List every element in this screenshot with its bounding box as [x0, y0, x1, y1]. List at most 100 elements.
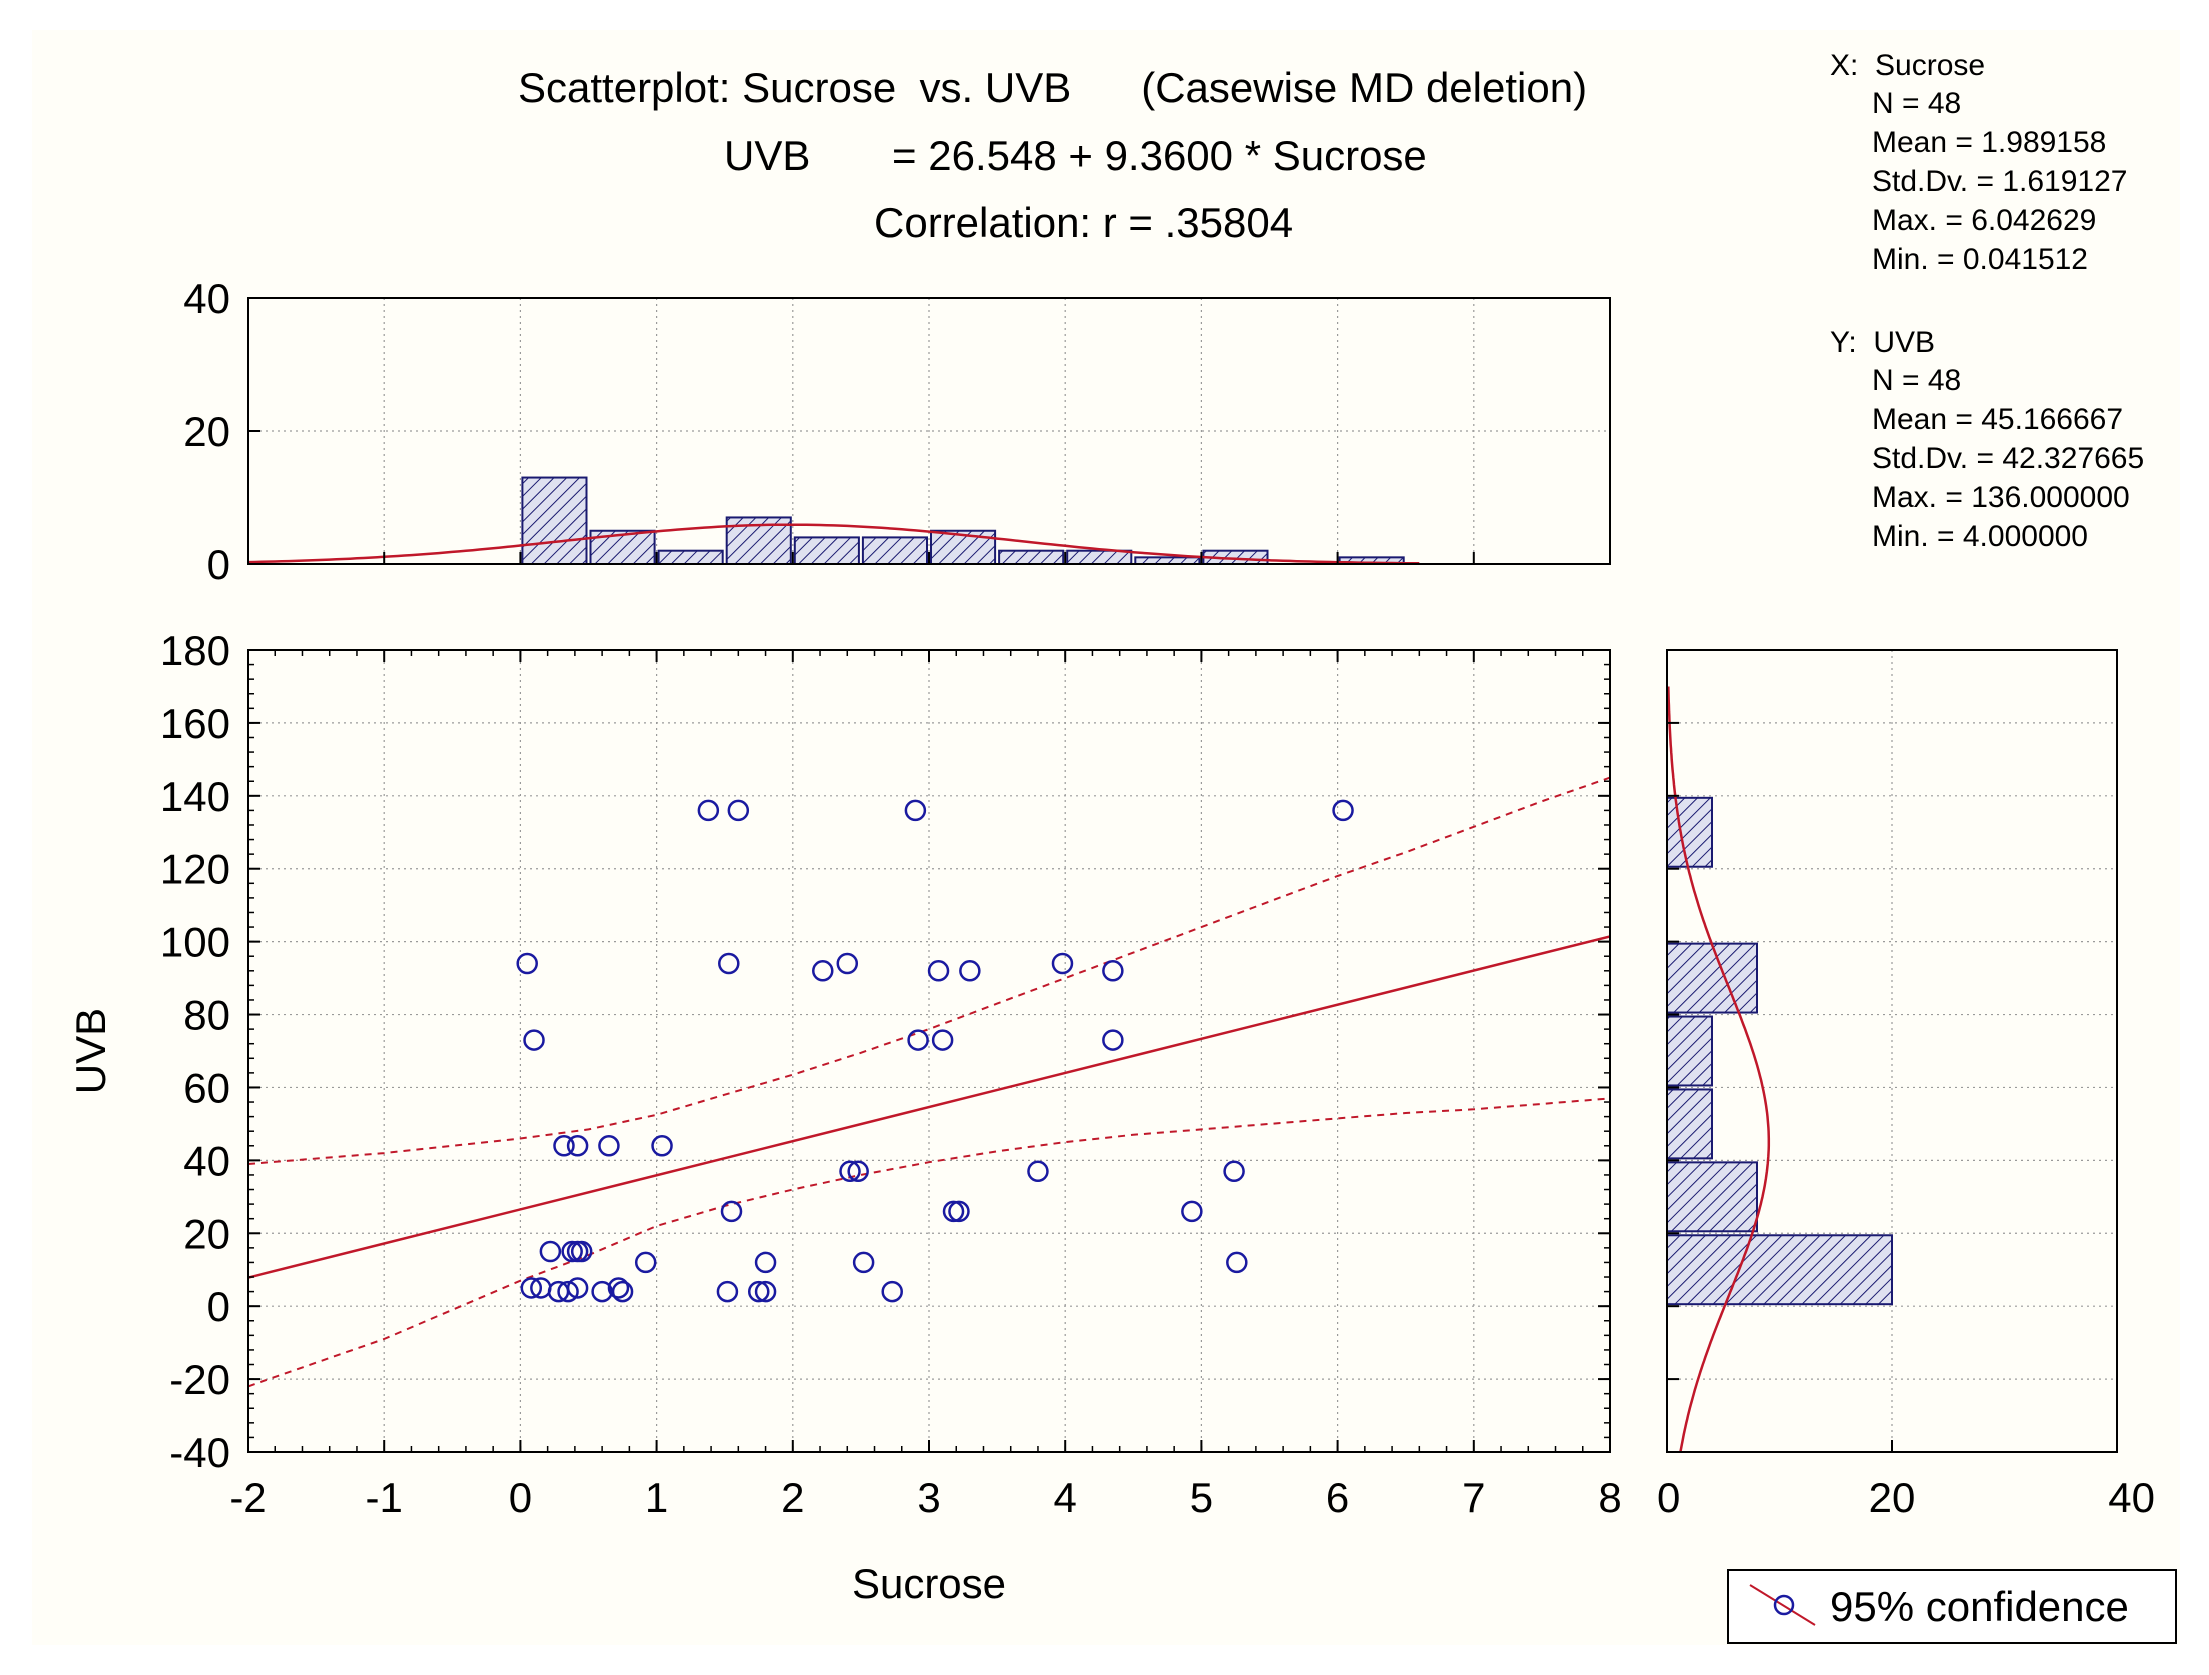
- right-normal-curve: [1667, 686, 1771, 1452]
- right-x-tick-label: 40: [2108, 1474, 2155, 1521]
- data-point: [881, 1280, 903, 1303]
- data-point: [904, 799, 927, 822]
- y-stats-header: Y: UVB: [1830, 326, 1935, 359]
- y-tick-label: 80: [183, 992, 230, 1039]
- correlation-label: Correlation: r = .35804: [874, 199, 1293, 246]
- top-histogram: 0 20 40: [183, 275, 1611, 588]
- figure-background: [32, 30, 2180, 1645]
- x-stat-line: Mean = 1.989158: [1872, 126, 2106, 159]
- x-tick-label: 2: [781, 1474, 804, 1521]
- y-stats: N = 48 Mean = 45.166667 Std.Dv. = 42.32766…: [1872, 364, 2144, 553]
- y-tick-label: 120: [160, 846, 230, 893]
- right-x-tick-label: 0: [1657, 1474, 1680, 1521]
- data-point: [570, 1240, 593, 1263]
- data-point: [847, 1160, 869, 1183]
- x-tick-label: 3: [917, 1474, 940, 1521]
- data-point: [591, 1280, 613, 1303]
- x-stat-line: Max. = 6.042629: [1872, 204, 2096, 237]
- y-axis-label: UVB: [67, 1008, 114, 1094]
- y-stat-line: N = 48: [1872, 364, 1961, 397]
- top-normal-curve: [248, 523, 1420, 564]
- data-point: [1027, 1160, 1049, 1183]
- y-stat-line: Max. = 136.000000: [1872, 481, 2130, 514]
- top-histogram-bar: [793, 536, 860, 564]
- top-histogram-bar: [657, 549, 724, 564]
- right-histogram-bar: [1667, 1088, 1713, 1160]
- chart-title: Scatterplot: Sucrose vs. UVB (Casewise M…: [518, 64, 1587, 111]
- y-stat-line: Min. = 4.000000: [1872, 520, 2088, 553]
- x-axis-label: Sucrose: [852, 1560, 1006, 1607]
- regression-line: [248, 935, 1610, 1279]
- legend-label: 95% confidence: [1830, 1583, 2129, 1630]
- x-tick-label: 1: [645, 1474, 668, 1521]
- top-histogram-bar: [998, 549, 1065, 564]
- data-point: [523, 1029, 545, 1051]
- data-point: [748, 1280, 770, 1303]
- data-point: [520, 1277, 543, 1299]
- right-histogram-bar: [1667, 942, 1758, 1014]
- data-point: [1181, 1200, 1203, 1223]
- x-tick-label: -1: [366, 1474, 403, 1521]
- top-histogram-bar: [1066, 549, 1133, 564]
- data-point: [1223, 1160, 1245, 1183]
- data-point: [557, 1280, 579, 1303]
- top-histogram-bar: [521, 476, 588, 564]
- data-point: [1102, 1029, 1124, 1051]
- data-point: [727, 799, 750, 822]
- right-histogram-bar: [1667, 1015, 1713, 1087]
- data-point: [720, 1200, 743, 1223]
- top-histogram-bar: [861, 536, 929, 564]
- data-point: [1332, 799, 1354, 822]
- data-point: [1051, 952, 1074, 975]
- data-point: [718, 952, 740, 975]
- scatter-panel: -2 -1 0 1 2 3 4 5 6 7 8 -40 -20 0 20 40 60 80 100 120 140 160…: [160, 627, 1622, 1521]
- legend: 95% confidence: [1727, 1569, 2177, 1644]
- data-point: [607, 1277, 630, 1299]
- data-point: [1102, 960, 1124, 982]
- data-point: [561, 1240, 583, 1263]
- x-tick-label: 5: [1190, 1474, 1213, 1521]
- y-tick-label: 60: [183, 1064, 230, 1111]
- y-tick-label: 40: [183, 1137, 230, 1184]
- data-point: [852, 1251, 875, 1274]
- confidence-upper-line: [248, 776, 1610, 1165]
- data-point: [927, 960, 950, 982]
- data-point: [611, 1280, 634, 1303]
- x-tick-label: 7: [1462, 1474, 1485, 1521]
- y-tick-label: -20: [169, 1356, 230, 1403]
- data-point: [942, 1200, 965, 1223]
- data-point: [839, 1160, 861, 1183]
- data-point: [598, 1135, 620, 1157]
- y-tick-label: -40: [169, 1429, 230, 1476]
- data-point: [716, 1280, 739, 1303]
- y-tick-label: 20: [183, 1210, 230, 1257]
- x-stats-header: X: Sucrose: [1830, 49, 1985, 82]
- y-tick-label: 160: [160, 700, 230, 747]
- x-tick-label: 0: [509, 1474, 532, 1521]
- confidence-lower-line: [248, 1097, 1610, 1388]
- top-y-tick-label: 40: [183, 275, 230, 322]
- y-stat-line: Mean = 45.166667: [1872, 403, 2123, 436]
- x-stat-line: Std.Dv. = 1.619127: [1872, 165, 2127, 198]
- data-point: [907, 1029, 929, 1051]
- data-point: [553, 1135, 575, 1157]
- data-point: [566, 1135, 589, 1157]
- x-stats: N = 48 Mean = 1.989158 Std.Dv. = 1.619127 M…: [1872, 87, 2127, 276]
- legend-line-swatch: [1749, 1584, 1816, 1626]
- data-point: [697, 799, 720, 822]
- data-point: [754, 1280, 777, 1303]
- legend-marker-icon: [1773, 1594, 1795, 1616]
- x-tick-label: 4: [1054, 1474, 1077, 1521]
- data-point: [539, 1240, 562, 1263]
- data-point: [547, 1280, 570, 1303]
- x-stat-line: N = 48: [1872, 87, 1961, 120]
- data-point: [959, 960, 981, 982]
- data-point: [516, 952, 538, 975]
- data-point: [812, 960, 834, 982]
- right-histogram-bar: [1667, 1161, 1758, 1233]
- x-tick-label: 6: [1326, 1474, 1349, 1521]
- x-tick-label: 8: [1598, 1474, 1621, 1521]
- data-point: [1226, 1251, 1248, 1274]
- top-y-tick-label: 20: [183, 408, 230, 455]
- right-x-tick-label: 20: [1869, 1474, 1916, 1521]
